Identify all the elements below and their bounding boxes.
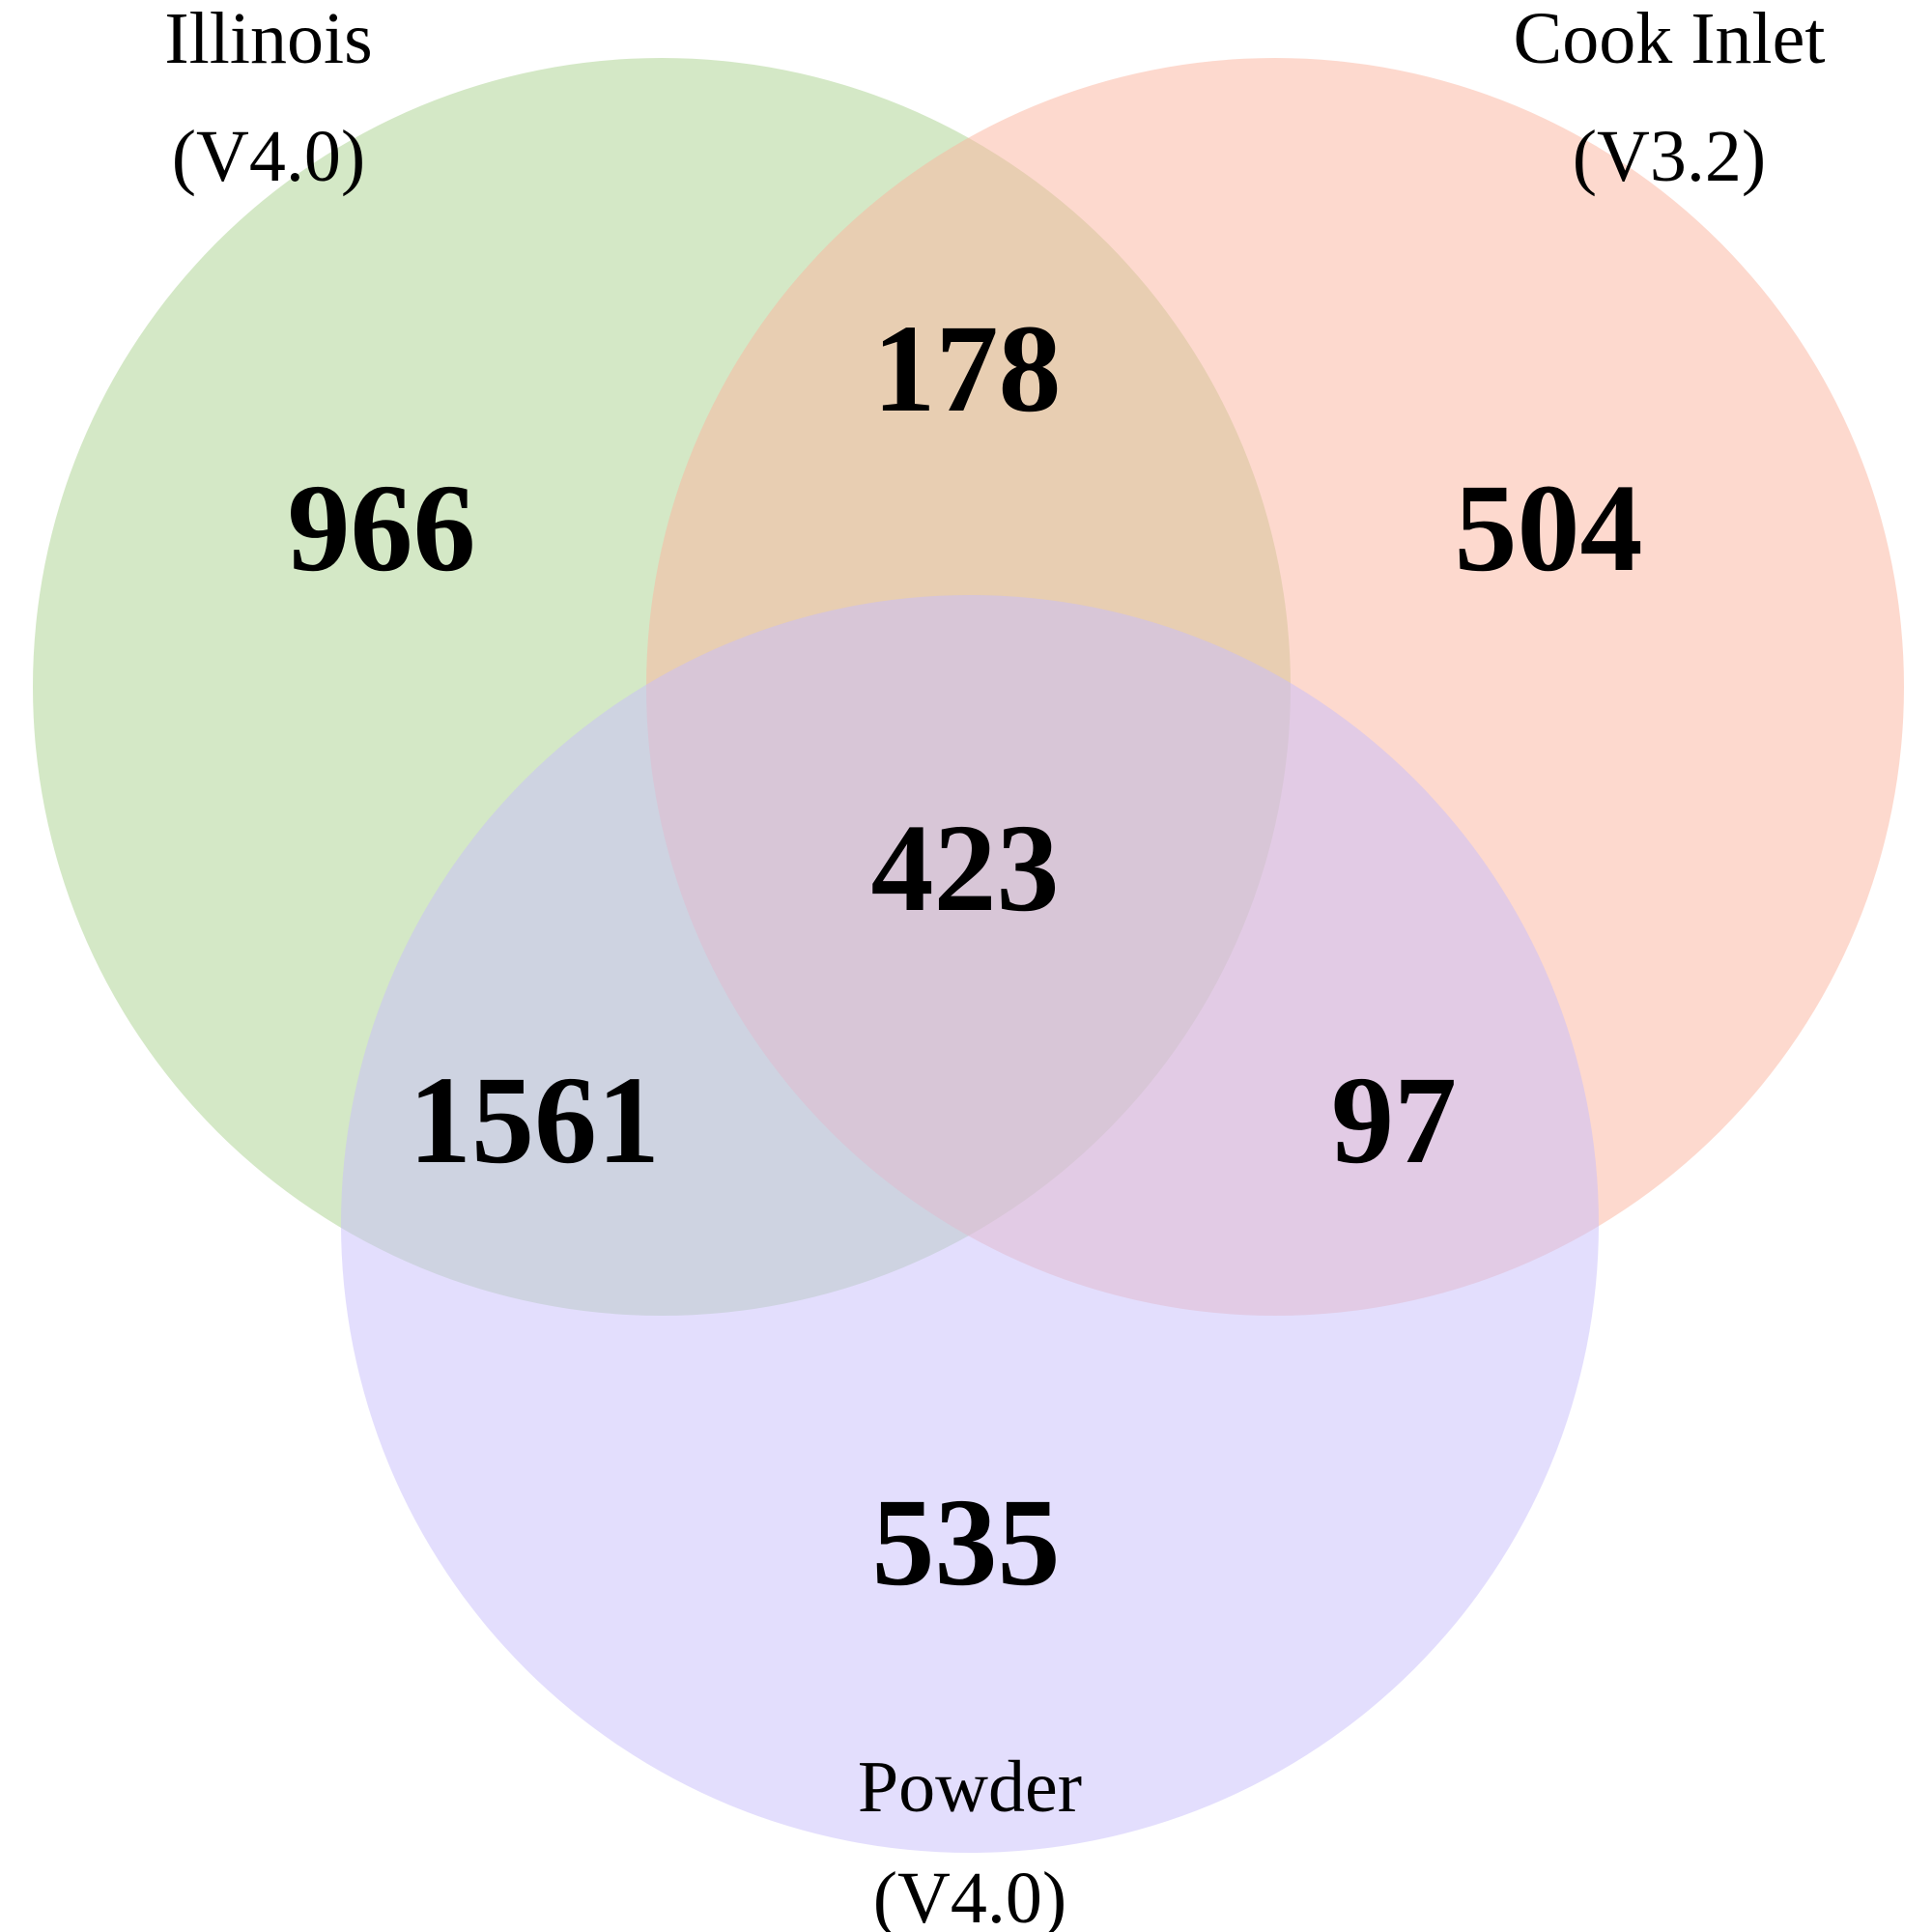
powder-label: Powder xyxy=(858,1747,1082,1828)
powder-circle xyxy=(341,595,1599,1853)
cook-inlet-label: Cook Inlet xyxy=(1514,0,1826,79)
illinois-label: Illinois xyxy=(164,0,372,79)
count-illinois-powder: 1561 xyxy=(409,1051,660,1190)
illinois-version: (V4.0) xyxy=(172,116,366,197)
count-illinois-only: 966 xyxy=(288,459,476,598)
count-illinois-cook: 178 xyxy=(873,299,1062,439)
count-cook-only: 504 xyxy=(1455,459,1643,598)
count-all-three: 423 xyxy=(871,799,1060,938)
count-powder-only: 535 xyxy=(872,1473,1061,1612)
cook-inlet-version: (V3.2) xyxy=(1573,116,1767,197)
count-cook-powder: 97 xyxy=(1331,1051,1457,1190)
powder-version: (V4.0) xyxy=(873,1858,1067,1932)
